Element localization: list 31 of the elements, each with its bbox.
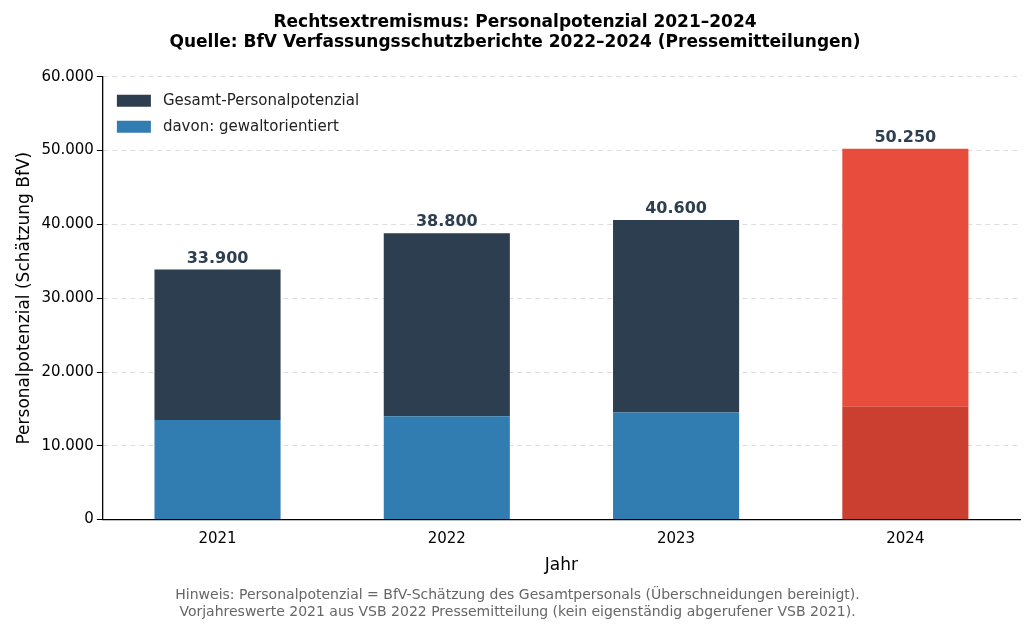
chart-title: Rechtsextremismus: Personalpotenzial 2021–2024	[273, 10, 757, 31]
x-tick-label: 2023	[656, 529, 696, 548]
bar	[383, 233, 510, 417]
y-tick-label: 10.000	[41, 435, 94, 454]
x-tick-label: 2024	[886, 529, 925, 548]
text: Vorjahreswerte 2021 aus VSB 2022 Pressemitteilung (kein eigenständig abgerufener VSB 2021).	[178, 603, 857, 620]
y-axis-title: Personalpotenzial (Schätzung BfV)	[12, 151, 33, 445]
total-label: 33.900	[186, 247, 249, 267]
y-tick-label: 60.000	[41, 66, 94, 85]
x-tick-label: 2022	[427, 529, 466, 548]
text: Hinweis: Personalpotenzial = BfV-Schätzung des Gesamtpersonals (Überschneidungen bereinigt).	[174, 586, 861, 603]
y-tick-label: 50.000	[41, 140, 94, 159]
bar	[842, 406, 969, 520]
x-tick-label: 2021	[198, 529, 237, 548]
y-tick-label: 40.000	[41, 214, 94, 233]
bar	[842, 148, 969, 407]
y-tick-label: 30.000	[41, 288, 94, 307]
bar	[613, 219, 740, 413]
bar	[383, 416, 510, 520]
x-axis-title: Jahr	[543, 554, 579, 575]
y-tick-label: 20.000	[41, 361, 94, 380]
y-tick-label: 0	[84, 509, 94, 528]
legend-label: Gesamt-Personalpotenzial	[162, 90, 360, 109]
total-label: 50.250	[874, 126, 937, 146]
bar	[154, 419, 281, 520]
total-label: 38.800	[415, 211, 478, 231]
total-label: 40.600	[645, 198, 707, 218]
bar	[154, 269, 281, 420]
legend-label: davon: gewaltorientiert	[162, 116, 339, 135]
bar	[613, 412, 740, 520]
chart-subtitle: Quelle: BfV Verfassungsschutzberichte 2022–2024 (Pressemitteilungen)	[169, 31, 861, 52]
